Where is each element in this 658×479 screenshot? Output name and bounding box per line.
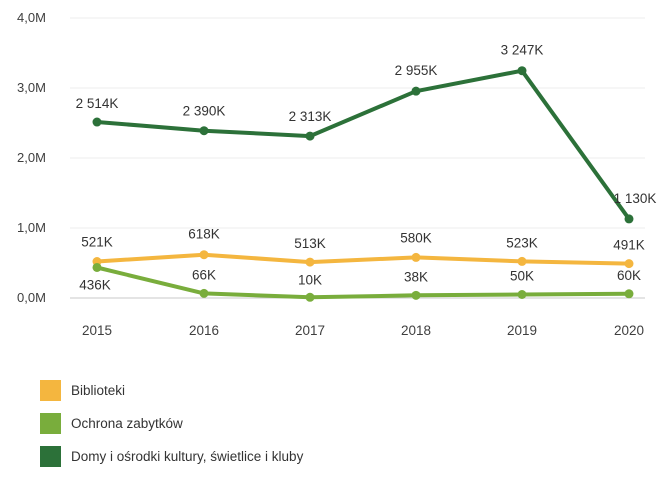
data-label: 580K [400, 230, 432, 245]
data-label: 513K [294, 236, 326, 251]
legend-swatch [40, 413, 61, 434]
data-point [92, 262, 102, 272]
data-label: 2 955K [395, 63, 438, 78]
data-point [517, 256, 527, 266]
data-label: 618K [188, 227, 220, 242]
data-point [411, 252, 421, 262]
y-tick-label: 4,0M [17, 10, 46, 25]
x-tick-label: 2018 [401, 323, 431, 338]
data-point [624, 259, 634, 269]
chart-legend: Biblioteki Ochrona zabytków Domy i ośrod… [40, 380, 303, 479]
legend-swatch [40, 380, 61, 401]
data-point [199, 250, 209, 260]
data-point [517, 290, 527, 299]
x-tick-label: 2016 [189, 323, 219, 338]
legend-swatch [40, 446, 61, 467]
legend-label: Domy i ośrodki kultury, świetlice i klub… [71, 449, 304, 464]
data-label: 38K [404, 269, 428, 284]
data-label: 491K [613, 238, 645, 253]
data-label: 2 514K [76, 96, 119, 111]
data-label: 50K [510, 269, 534, 284]
data-point [305, 257, 315, 267]
data-point [199, 126, 209, 136]
legend-item-domy-kultury: Domy i ośrodki kultury, świetlice i klub… [40, 446, 303, 467]
legend-item-biblioteki: Biblioteki [40, 380, 303, 401]
series-line [95, 252, 631, 266]
line-chart: 0,0M1,0M2,0M3,0M4,0M 2015 2016 2017 2018 201… [17, 10, 657, 338]
gridlines [70, 17, 645, 299]
data-labels: 521K 618K 513K 580K 523K 491K 436K 66K 10K 38K 50K… [76, 43, 657, 293]
series-line [95, 68, 631, 221]
data-label: 10K [298, 272, 322, 287]
legend-label: Ochrona zabytków [71, 416, 183, 431]
data-label: 3 247K [501, 43, 544, 58]
x-tick-label: 2019 [507, 323, 537, 338]
x-tick-label: 2015 [82, 323, 112, 338]
legend-label: Biblioteki [71, 383, 126, 398]
data-point [411, 86, 421, 96]
series-lines [92, 66, 634, 302]
data-label: 436K [79, 277, 111, 292]
data-point [305, 131, 315, 141]
data-label: 2 390K [183, 104, 226, 119]
data-point [92, 117, 102, 127]
y-tick-label: 3,0M [17, 80, 46, 95]
data-label: 2 313K [289, 109, 332, 124]
data-label: 523K [506, 235, 538, 250]
data-point [517, 66, 527, 76]
data-point [624, 289, 634, 299]
series-line [95, 265, 631, 300]
data-point [199, 288, 209, 298]
data-label: 60K [617, 268, 641, 283]
x-tick-label: 2017 [295, 323, 325, 338]
data-label: 1 130K [614, 191, 657, 206]
x-tick-label: 2020 [614, 323, 644, 338]
y-axis-ticks: 0,0M 1,0M 2,0M 3,0M 4,0M [17, 10, 46, 305]
data-point [305, 292, 315, 302]
y-tick-label: 2,0M [17, 150, 46, 165]
y-tick-label: 1,0M [17, 220, 46, 235]
data-label: 66K [192, 267, 216, 282]
data-point [624, 214, 634, 224]
data-label: 521K [81, 235, 113, 250]
x-axis-ticks: 2015 2016 2017 2018 2019 2020 [82, 323, 644, 338]
y-tick-label: 0,0M [17, 290, 46, 305]
legend-item-ochrona-zabytkow: Ochrona zabytków [40, 413, 303, 434]
data-point [411, 290, 421, 300]
